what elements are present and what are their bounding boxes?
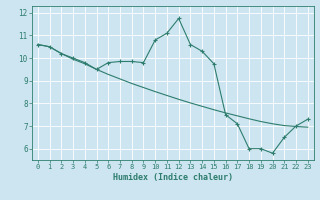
X-axis label: Humidex (Indice chaleur): Humidex (Indice chaleur): [113, 173, 233, 182]
